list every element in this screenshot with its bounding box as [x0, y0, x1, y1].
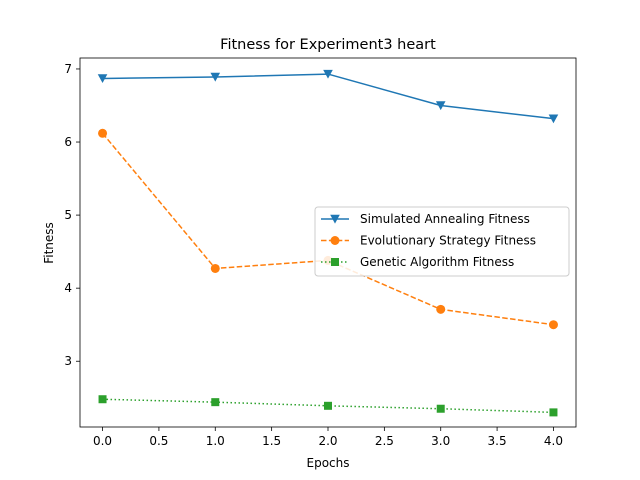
chart-title: Fitness for Experiment3 heart: [220, 37, 436, 53]
data-point-series-1-3: [435, 101, 446, 111]
y-tick-label: 7: [64, 62, 72, 76]
x-tick-label: 2.5: [375, 434, 394, 448]
legend: Simulated Annealing Fitness Evolutionary …: [314, 206, 570, 277]
data-point-series-3-4: [549, 408, 558, 417]
data-point-series-2-3: [436, 304, 446, 314]
data-point-series-3-3: [436, 404, 445, 413]
y-axis-title: Fitness: [42, 222, 56, 264]
x-tick-label: 4.0: [544, 434, 563, 448]
data-point-series-2-1: [210, 263, 220, 273]
data-point-series-1-1: [210, 72, 221, 82]
y-tick-label: 6: [64, 135, 72, 149]
y-tick-label: 3: [64, 354, 72, 368]
legend-label-2: Evolutionary Strategy Fitness: [360, 234, 536, 248]
x-axis-title: Epochs: [307, 456, 350, 470]
data-point-series-3-2: [324, 401, 332, 410]
x-tick-label: 1.0: [206, 434, 225, 448]
data-point-series-2-0: [98, 128, 108, 138]
legend-label-1: Simulated Annealing Fitness: [360, 212, 530, 226]
data-point-series-2-4: [548, 320, 558, 330]
x-tick-label: 1.5: [262, 434, 281, 448]
data-point-series-1-2: [323, 69, 333, 79]
x-tick-label: 3.0: [431, 434, 450, 448]
legend-box: [314, 206, 570, 277]
data-point-series-3-1: [211, 398, 220, 407]
legend-marker-1: [330, 214, 340, 224]
x-tick-label: 0.0: [93, 434, 112, 448]
data-point-series-1-4: [548, 114, 559, 124]
y-tick-label: 5: [64, 208, 72, 222]
x-tick-label: 0.5: [149, 434, 168, 448]
y-tick-label: 4: [64, 281, 72, 295]
legend-label-3: Genetic Algorithm Fitness: [360, 255, 514, 269]
data-point-series-3-0: [98, 395, 107, 404]
legend-marker-2: [330, 236, 340, 245]
axes: 0.0 0.5 1.0 1.5 2.0 2.5 3.0 3.5 4.0 3 4 5 6 7: [64, 57, 577, 448]
x-tick-label: 3.5: [488, 434, 507, 448]
x-tick-label: 2.0: [318, 434, 337, 448]
data-point-series-1-0: [97, 74, 108, 84]
legend-marker-3: [331, 258, 339, 266]
